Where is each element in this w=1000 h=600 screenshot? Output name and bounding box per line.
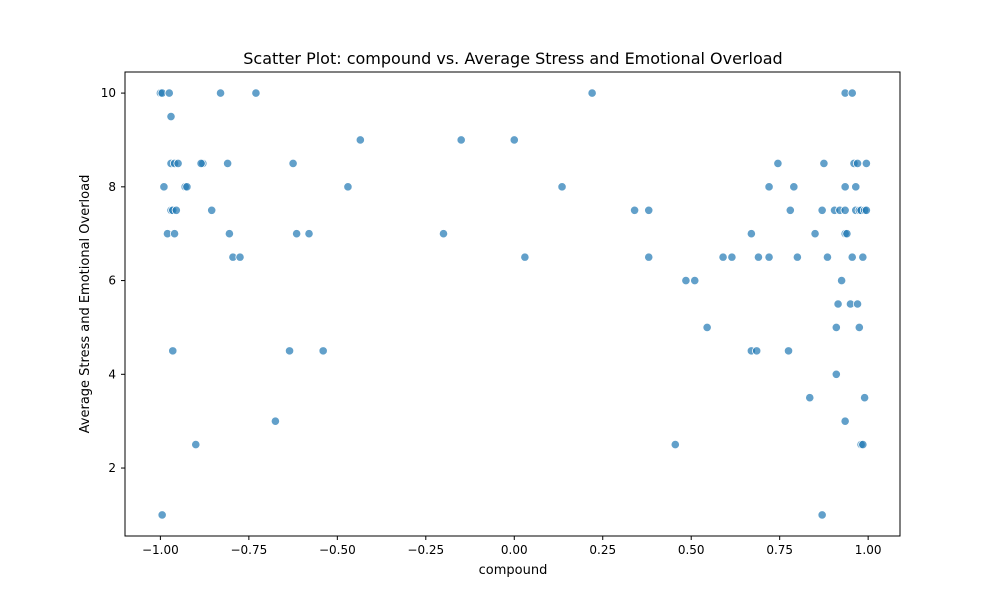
data-point: [819, 158, 829, 168]
data-point: [438, 229, 449, 239]
y-tick-label: 8: [108, 180, 116, 194]
data-point: [318, 346, 328, 356]
data-point: [837, 275, 847, 286]
data-point: [169, 229, 180, 239]
x-tick-label: 1.00: [855, 543, 882, 557]
data-point: [852, 299, 863, 309]
x-tick-label: 0.75: [766, 543, 793, 557]
data-point: [792, 252, 802, 262]
data-point: [764, 252, 774, 262]
data-point: [191, 440, 201, 450]
x-tick-label: −0.75: [230, 543, 267, 557]
y-axis-label: Average Stress and Emotional Overload: [78, 175, 93, 434]
data-point: [831, 322, 841, 333]
data-point: [681, 275, 691, 286]
data-point: [852, 158, 863, 168]
data-point: [207, 205, 217, 215]
data-point: [764, 182, 774, 192]
data-point: [831, 369, 841, 379]
data-point: [288, 158, 298, 168]
data-point: [159, 182, 169, 192]
data-point: [805, 393, 815, 403]
x-tick-label: −0.50: [319, 543, 356, 557]
data-point: [644, 205, 654, 215]
data-point: [773, 158, 783, 168]
data-point: [235, 252, 245, 262]
data-point: [861, 158, 871, 168]
data-point: [746, 229, 756, 239]
data-point: [842, 229, 852, 239]
data-point: [343, 182, 353, 192]
data-point: [166, 111, 176, 122]
data-point: [858, 440, 868, 450]
data-point: [456, 135, 466, 145]
x-tick-label: −1.00: [142, 543, 179, 557]
data-point: [858, 252, 868, 262]
data-point: [215, 88, 226, 98]
data-point: [810, 229, 820, 239]
y-tick-label: 2: [108, 461, 116, 475]
x-tick-label: 0.00: [501, 543, 528, 557]
chart-title: Scatter Plot: compound vs. Average Stres…: [243, 49, 782, 68]
data-point: [817, 510, 827, 520]
data-point: [304, 229, 314, 239]
data-point: [355, 135, 365, 145]
data-point: [171, 205, 181, 215]
data-point: [223, 158, 233, 168]
data-point: [509, 135, 519, 145]
y-tick-label: 4: [108, 367, 116, 381]
data-point: [817, 205, 827, 215]
x-axis-ticks: −1.00 −0.75 −0.50 −0.25 0.00 0.25 0.50 0.75 1.00: [142, 536, 882, 557]
data-point: [840, 182, 850, 192]
data-point: [727, 252, 737, 262]
data-point: [270, 416, 280, 426]
x-tick-label: 0.25: [589, 543, 616, 557]
data-point: [629, 205, 640, 215]
data-point: [860, 393, 870, 403]
data-point: [284, 346, 295, 356]
data-point: [644, 252, 654, 262]
data-point: [861, 205, 871, 215]
data-point: [847, 252, 857, 262]
data-point: [854, 322, 864, 333]
data-point: [196, 158, 206, 168]
data-point: [833, 299, 843, 309]
y-tick-label: 10: [101, 86, 116, 100]
y-axis-ticks: 2 4 6 8 10: [101, 86, 125, 475]
data-point: [840, 205, 850, 215]
data-points: [155, 88, 871, 520]
data-point: [157, 510, 167, 520]
data-point: [520, 252, 530, 262]
x-tick-label: −0.25: [407, 543, 444, 557]
data-point: [822, 252, 833, 262]
data-point: [840, 416, 850, 426]
data-point: [670, 440, 680, 450]
data-point: [168, 346, 178, 356]
data-point: [587, 88, 597, 98]
data-point: [557, 182, 567, 192]
plot-area-frame: [124, 71, 901, 537]
data-point: [173, 158, 183, 168]
data-point: [224, 229, 234, 239]
data-point: [718, 252, 728, 262]
data-point: [251, 88, 261, 98]
data-point: [752, 346, 762, 356]
data-point: [753, 252, 764, 262]
data-point: [690, 275, 700, 286]
data-point: [785, 205, 795, 215]
data-point: [783, 346, 794, 356]
y-tick-label: 6: [108, 274, 116, 288]
data-point: [851, 182, 861, 192]
x-tick-label: 0.50: [678, 543, 705, 557]
data-point: [847, 88, 857, 98]
data-point: [789, 182, 799, 192]
data-point: [182, 182, 192, 192]
x-axis-label: compound: [479, 563, 548, 578]
data-point: [702, 322, 712, 333]
data-point: [164, 88, 174, 98]
data-point: [292, 229, 302, 239]
